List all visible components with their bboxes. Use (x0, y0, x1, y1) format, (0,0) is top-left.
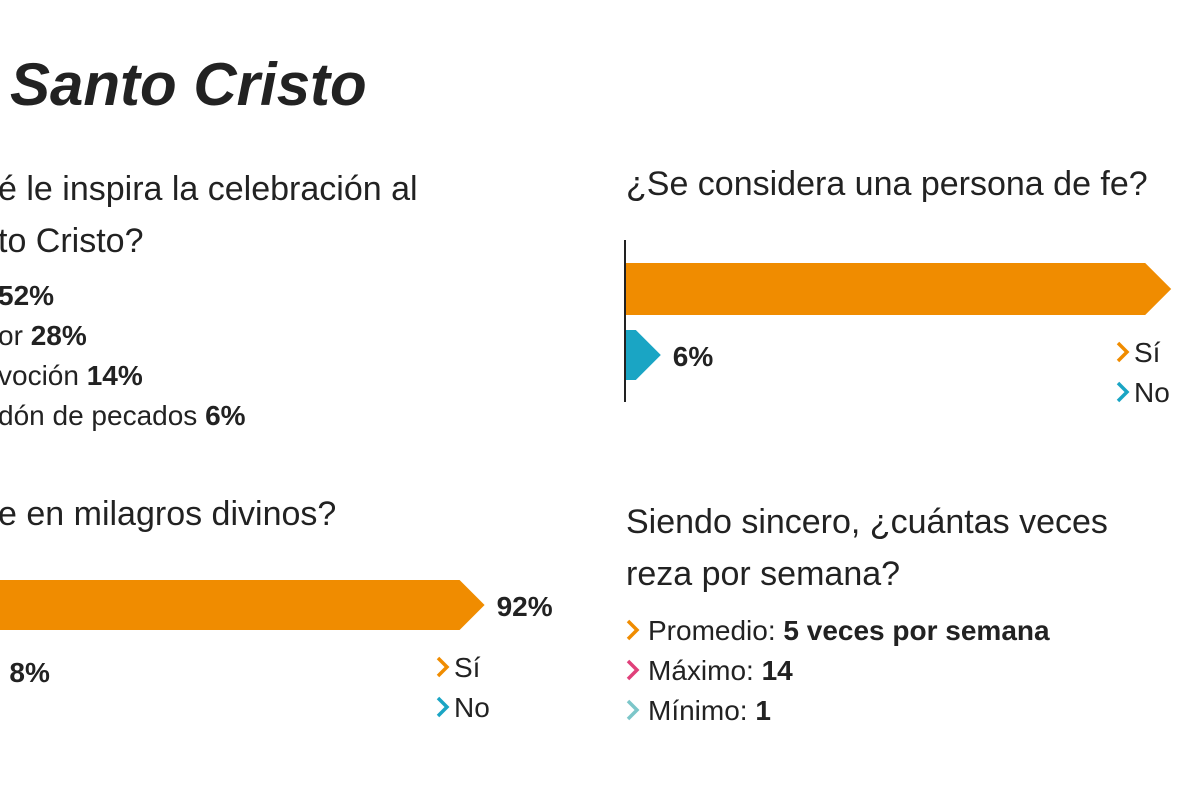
bullet-arrow (626, 619, 640, 641)
bullet-arrow (1116, 381, 1130, 403)
item-label: Máximo: (648, 655, 754, 686)
bullet-arrow (436, 656, 450, 678)
list-item: voción 14% (0, 360, 143, 391)
bar (626, 330, 661, 380)
value-label: 6% (673, 341, 714, 372)
legend-label: Sí (1134, 337, 1161, 368)
question: to Cristo? (0, 222, 144, 260)
item-label: Mínimo: (648, 695, 748, 726)
bar (626, 263, 1172, 315)
value-label: 8% (9, 657, 50, 688)
bar (0, 580, 485, 630)
list-item: dón de pecados 6% (0, 400, 246, 431)
legend-label: Sí (454, 652, 481, 683)
item-value: 28% (31, 320, 87, 351)
bullet-arrow (436, 696, 450, 718)
item-value: 14 (762, 655, 794, 686)
item-label: voción (0, 360, 79, 391)
bullet-arrow (626, 659, 640, 681)
item-value: 52% (0, 280, 54, 311)
question: Siendo sincero, ¿cuántas veces (626, 503, 1108, 541)
value-label: 92% (497, 591, 553, 622)
list-item: or 28% (0, 320, 87, 351)
item-value: 5 veces por semana (783, 615, 1050, 646)
list-item: Promedio: 5 veces por semana (648, 615, 1050, 646)
item-value: 6% (205, 400, 246, 431)
bullet-arrow (1116, 341, 1130, 363)
question: reza por semana? (626, 555, 900, 593)
item-label: or (0, 320, 23, 351)
legend-label: No (1134, 377, 1170, 408)
question: ¿Se considera una persona de fe? (626, 165, 1148, 203)
item-label: Promedio: (648, 615, 776, 646)
item-label: dón de pecados (0, 400, 197, 431)
bullet-arrow (626, 699, 640, 721)
question: e en milagros divinos? (0, 495, 336, 533)
list-item: Máximo: 14 (648, 655, 793, 686)
list-item: Mínimo: 1 (648, 695, 771, 726)
question: é le inspira la celebración al (0, 170, 418, 208)
list-item: 52% (0, 280, 54, 311)
title: Santo Cristo (10, 51, 367, 118)
legend-label: No (454, 692, 490, 723)
item-value: 14% (87, 360, 143, 391)
item-value: 1 (755, 695, 771, 726)
